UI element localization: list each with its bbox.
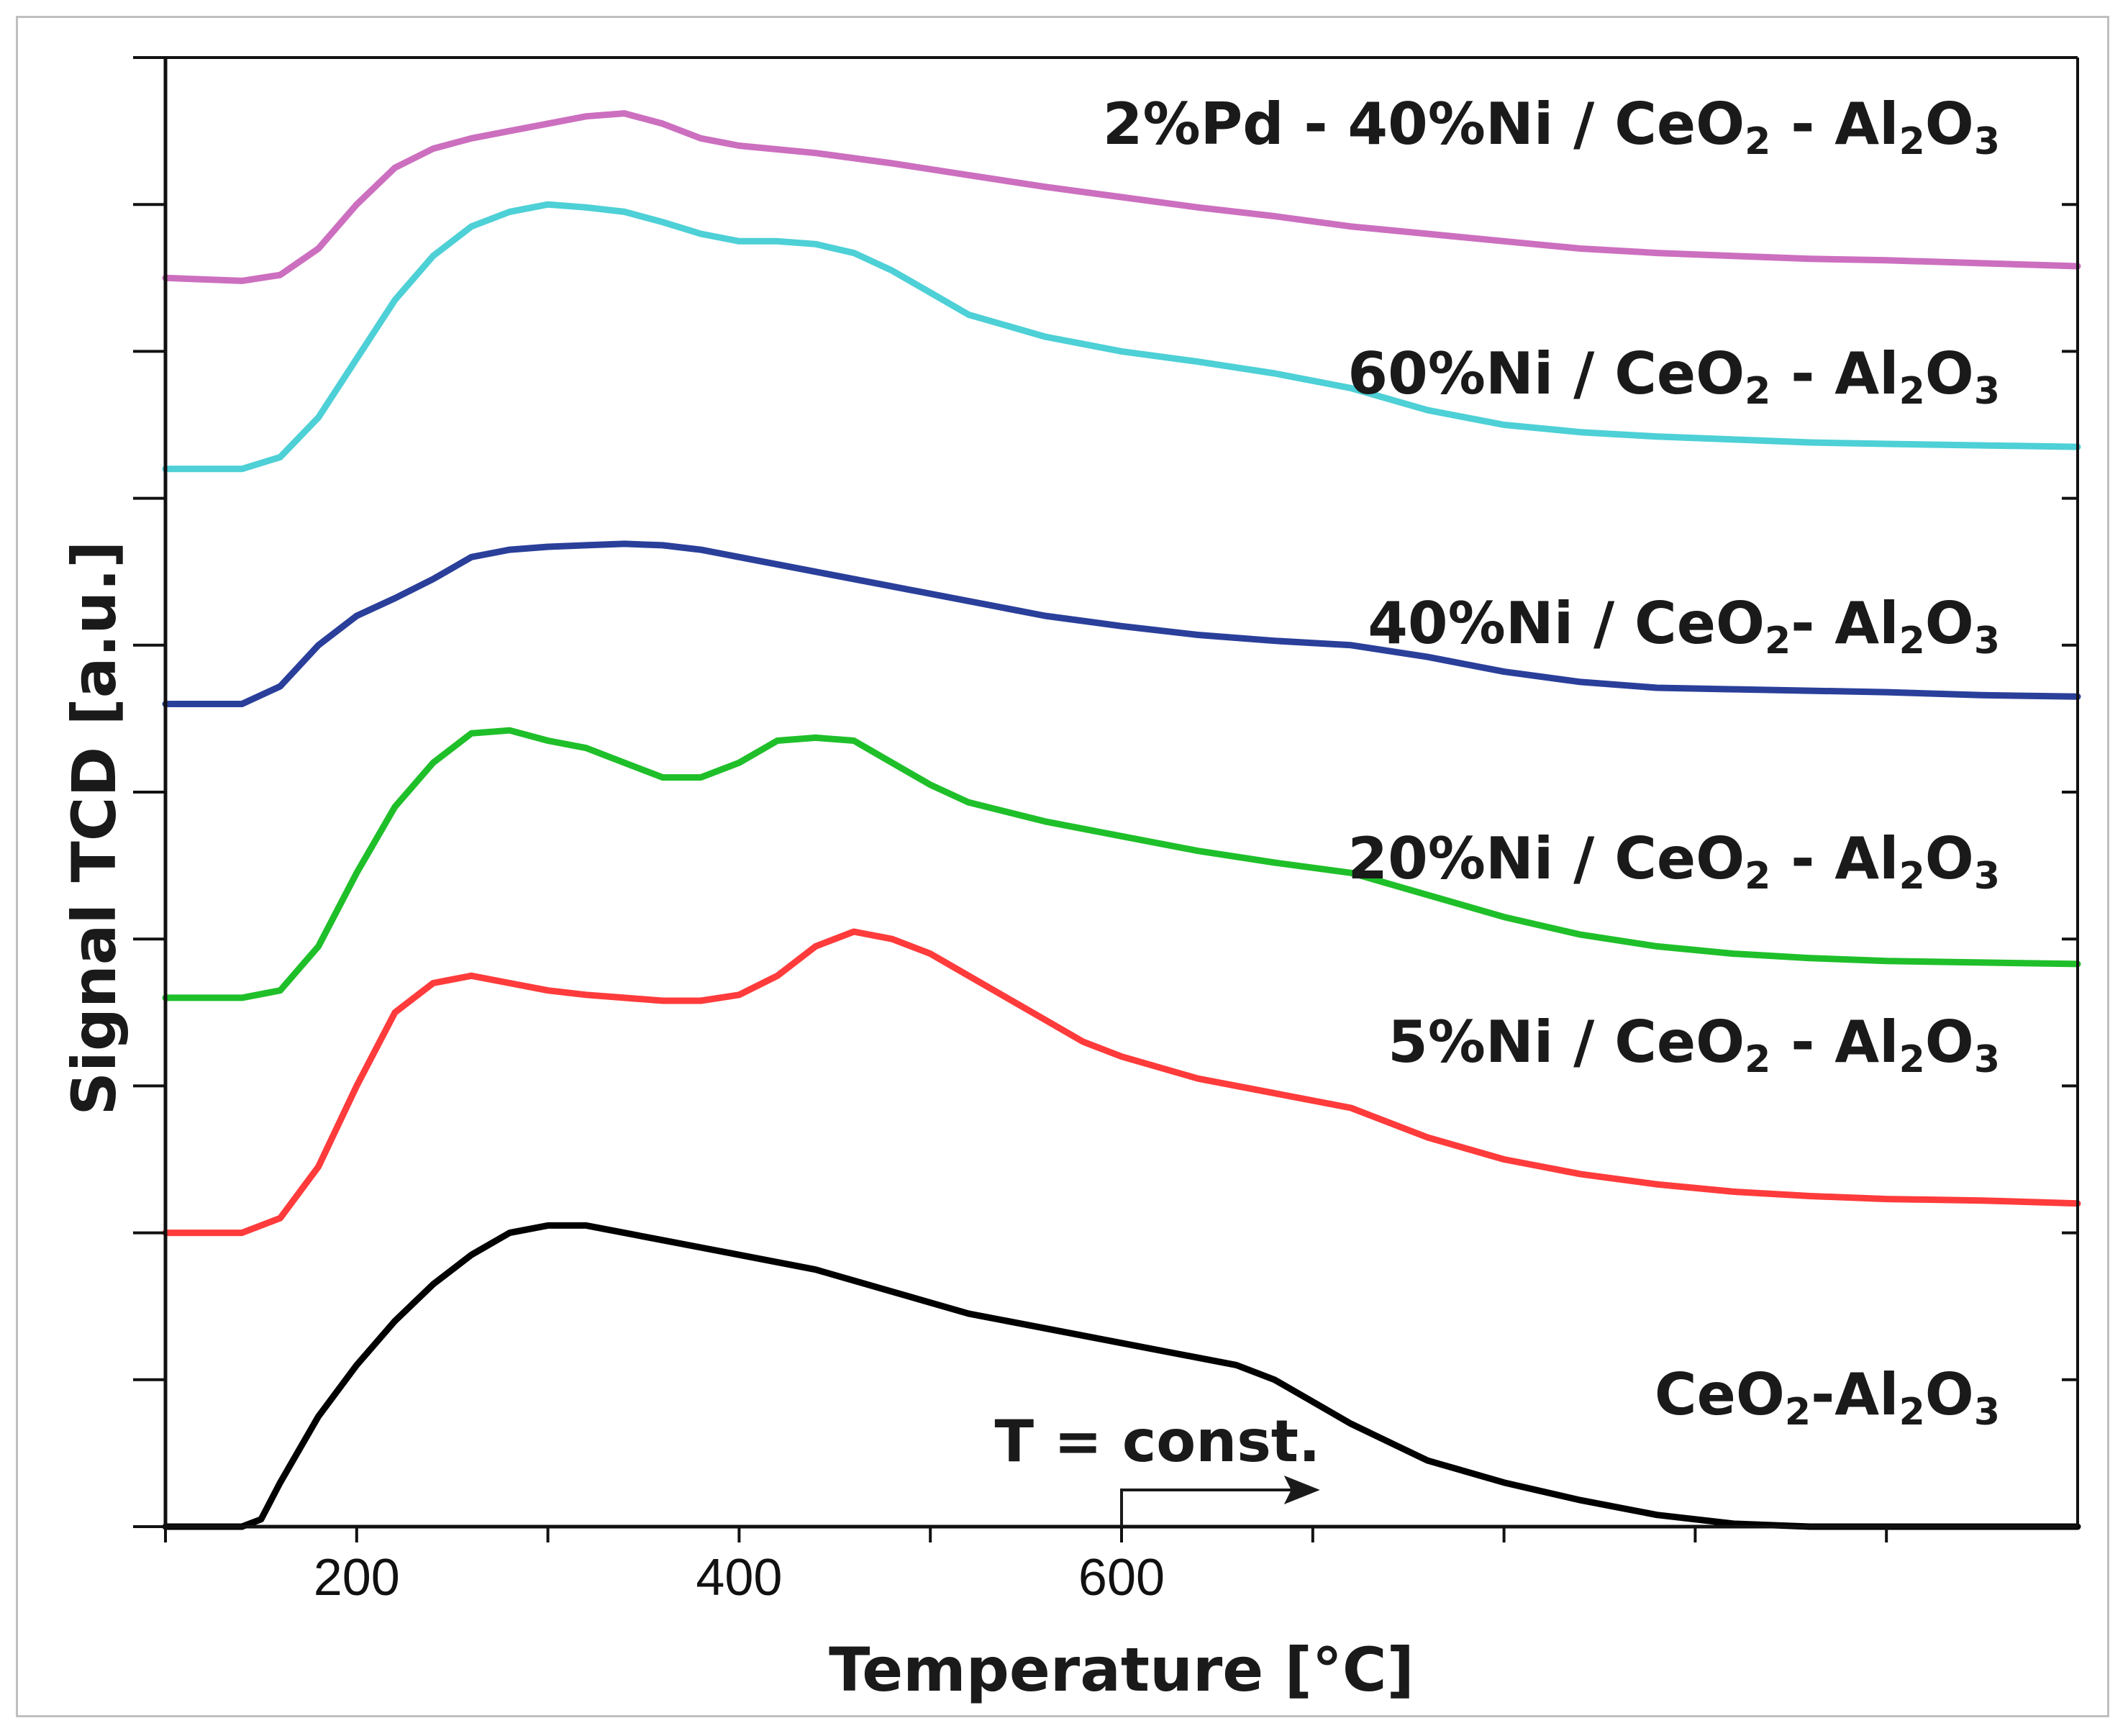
labels-layer: CeO2-Al2O3 5%Ni / CeO2 - Al2O3 20%Ni / CeO… <box>995 91 2000 1527</box>
series-label-ni60: 60%Ni / CeO2 - Al2O3 <box>1347 340 2000 413</box>
annotation-arrow-line <box>1120 1488 1306 1527</box>
series-line-ni40 <box>162 540 2081 707</box>
figure-frame <box>16 16 2109 1717</box>
series-line-ceo2_al2o3 <box>162 1222 2081 1530</box>
series-line-ni60 <box>162 201 2081 473</box>
series-label-pd2_ni40: 2%Pd - 40%Ni / CeO2 - Al2O3 <box>1103 91 2000 163</box>
x-tick-label: 200 <box>314 1549 400 1607</box>
series-label-ni40: 40%Ni / CeO2- Al2O3 <box>1368 590 2000 663</box>
x-tick-label: 400 <box>696 1549 782 1607</box>
series-label-ni5: 5%Ni / CeO2 - Al2O3 <box>1388 1009 2000 1081</box>
x-tick-label: 600 <box>1078 1549 1165 1607</box>
series-layer <box>162 110 2081 1530</box>
annotation-arrowhead <box>1283 1475 1320 1504</box>
series-line-ni5 <box>162 928 2081 1237</box>
annotation-t-const: T = const. <box>995 1408 1321 1475</box>
series-label-ni20: 20%Ni / CeO2 - Al2O3 <box>1347 825 2000 898</box>
x-axis-title: Temperature [°C] <box>829 1635 1414 1705</box>
series-label-ceo2_al2o3: CeO2-Al2O3 <box>1655 1361 2000 1434</box>
y-axis-title: Signal TCD [a.u.] <box>59 541 129 1116</box>
series-line-pd2_ni40 <box>162 110 2081 284</box>
series-line-ni20 <box>162 727 2081 1001</box>
